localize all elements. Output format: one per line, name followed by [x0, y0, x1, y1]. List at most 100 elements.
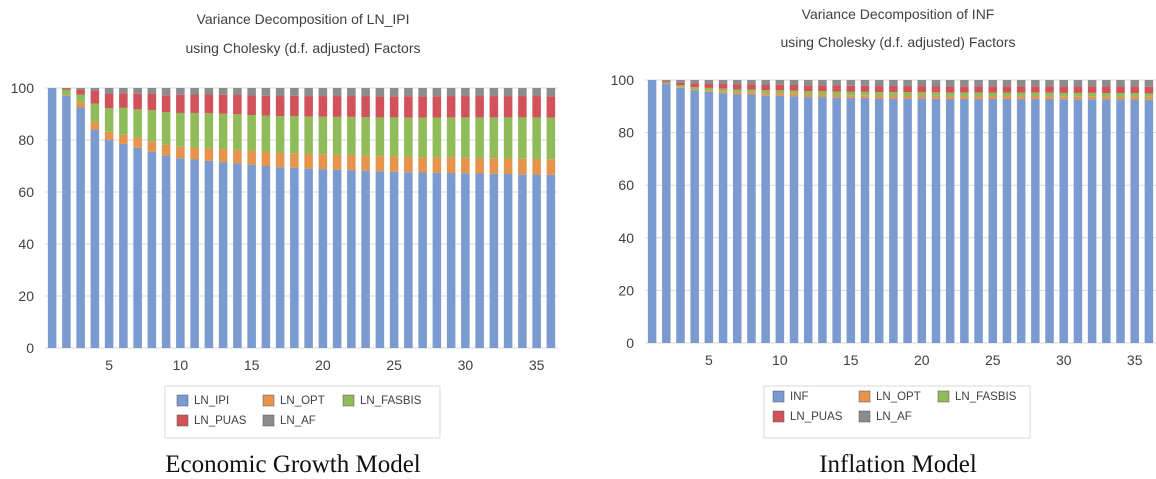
bar-segment-ln-af: [547, 88, 556, 96]
bar-segment-ln-fasbis: [747, 89, 756, 92]
bar-segment-ln-puas: [804, 85, 813, 91]
bar-segment-ln-af: [1074, 80, 1083, 87]
bar-segment-ln-opt: [376, 156, 385, 171]
bar-segment-ln-fasbis: [119, 108, 128, 135]
bar-segment-ln-ipi: [447, 173, 456, 348]
bar-segment-ln-af: [790, 80, 799, 85]
legend-label: LN_OPT: [280, 395, 325, 407]
bar-segment-ln-af: [818, 80, 827, 85]
bar-segment-ln-puas: [418, 96, 427, 117]
legend-label: LN_PUAS: [194, 415, 247, 427]
legend-label: LN_IPI: [194, 395, 229, 407]
bar-segment-ln-fasbis: [1017, 93, 1026, 96]
y-tick-label: 80: [618, 125, 634, 141]
bar-segment-ln-opt: [219, 149, 228, 162]
bar-segment-ln-af: [304, 88, 313, 96]
legend-label: LN_AF: [280, 415, 316, 427]
bar-segment-ln-puas: [1017, 86, 1026, 92]
bar-segment-ln-puas: [1116, 87, 1125, 94]
bar-segment-ln-opt: [319, 154, 328, 169]
bar-segment-inf: [903, 98, 912, 343]
chart-title-line1: Variance Decomposition of LN_IPI: [197, 11, 410, 27]
bar-segment-ln-puas: [219, 95, 228, 114]
bar-segment-ln-af: [733, 80, 742, 84]
bar-segment-ln-puas: [790, 85, 799, 91]
bar-segment-ln-puas: [960, 86, 969, 92]
bar-segment-inf: [776, 96, 785, 343]
bar-segment-ln-fasbis: [847, 92, 856, 95]
bar-segment-ln-opt: [1059, 96, 1068, 99]
bar-segment-ln-fasbis: [960, 93, 969, 96]
ln-ipi-variance-chart: Variance Decomposition of LN_IPI using C…: [0, 0, 578, 479]
bar-segment-ln-af: [347, 88, 356, 96]
bar-segment-ln-opt: [1003, 96, 1012, 99]
bar-segment-ln-puas: [190, 95, 199, 113]
bar-segment-inf: [932, 99, 941, 343]
bar-segment-ln-af: [761, 80, 770, 85]
bar-segment-ln-ipi: [176, 158, 185, 348]
legend-label: LN_OPT: [876, 391, 921, 403]
bar-segment-inf: [804, 97, 813, 343]
bar-segment-ln-fasbis: [1088, 93, 1097, 96]
bar-segment-ln-fasbis: [390, 117, 399, 156]
legend-swatch: [938, 391, 949, 402]
legend-label: LN_PUAS: [790, 411, 843, 423]
bar-segment-ln-fasbis: [532, 117, 541, 159]
legend-swatch: [177, 415, 188, 426]
bar-segment-ln-puas: [747, 84, 756, 89]
chart-title-line1: Variance Decomposition of INF: [802, 6, 995, 22]
bar-segment-inf: [761, 96, 770, 343]
bar-segment-ln-opt: [461, 158, 470, 174]
bar-segment-ln-fasbis: [319, 117, 328, 155]
bar-segment-ln-opt: [676, 87, 685, 88]
bar-segment-ln-opt: [1116, 97, 1125, 100]
bar-segment-ln-fasbis: [733, 89, 742, 92]
bar-segment-ln-fasbis: [932, 92, 941, 95]
bar-segment-ln-opt: [832, 95, 841, 98]
bar-segment-ln-af: [148, 88, 157, 94]
bar-segment-inf: [1116, 99, 1125, 343]
legend-label: INF: [790, 391, 809, 403]
bar-segment-ln-puas: [176, 95, 185, 113]
bar-segment-ln-opt: [847, 95, 856, 98]
bar-segment-ln-opt: [518, 159, 527, 175]
bar-segment-ln-af: [390, 88, 399, 96]
bar-segment-ln-fasbis: [903, 92, 912, 95]
legend-swatch: [773, 391, 784, 402]
bar-segment-ln-af: [1145, 80, 1154, 87]
x-tick-label: 30: [1056, 352, 1072, 368]
bar-segment-ln-fasbis: [676, 85, 685, 87]
x-tick-label: 25: [386, 357, 402, 373]
bar-segment-ln-fasbis: [133, 109, 142, 138]
bar-segment-ln-af: [747, 80, 756, 84]
bar-segment-inf: [790, 96, 799, 343]
legend-box: [165, 386, 440, 438]
x-tick-label: 25: [985, 352, 1001, 368]
legend-label: LN_AF: [876, 411, 912, 423]
bar-segment-ln-opt: [989, 96, 998, 99]
bar-segment-ln-puas: [105, 94, 114, 108]
bar-segment-ln-opt: [532, 159, 541, 175]
bar-segment-ln-af: [690, 80, 699, 83]
bar-segment-ln-puas: [832, 86, 841, 92]
bar-segment-ln-ipi: [304, 169, 313, 348]
bar-segment-ln-af: [105, 88, 114, 94]
bar-segment-ln-af: [290, 88, 299, 96]
bar-segment-ln-fasbis: [105, 108, 114, 131]
bar-segment-ln-puas: [818, 85, 827, 91]
bar-segment-ln-af: [76, 88, 85, 89]
bar-segment-ln-fasbis: [662, 83, 671, 84]
bar-segment-ln-af: [205, 88, 214, 95]
bar-segment-inf: [1130, 99, 1139, 343]
legend-swatch: [263, 395, 274, 406]
bar-segment-ln-ipi: [547, 175, 556, 348]
bar-segment-ln-opt: [903, 96, 912, 99]
bar-segment-ln-puas: [676, 83, 685, 86]
legend-swatch: [859, 391, 870, 402]
bar-segment-inf: [1145, 100, 1154, 343]
bar-segment-ln-fasbis: [1145, 93, 1154, 96]
bar-segment-ln-ipi: [148, 152, 157, 348]
bar-segment-ln-puas: [1059, 87, 1068, 93]
bar-segment-ln-opt: [390, 156, 399, 171]
bar-segment-ln-opt: [276, 153, 285, 167]
